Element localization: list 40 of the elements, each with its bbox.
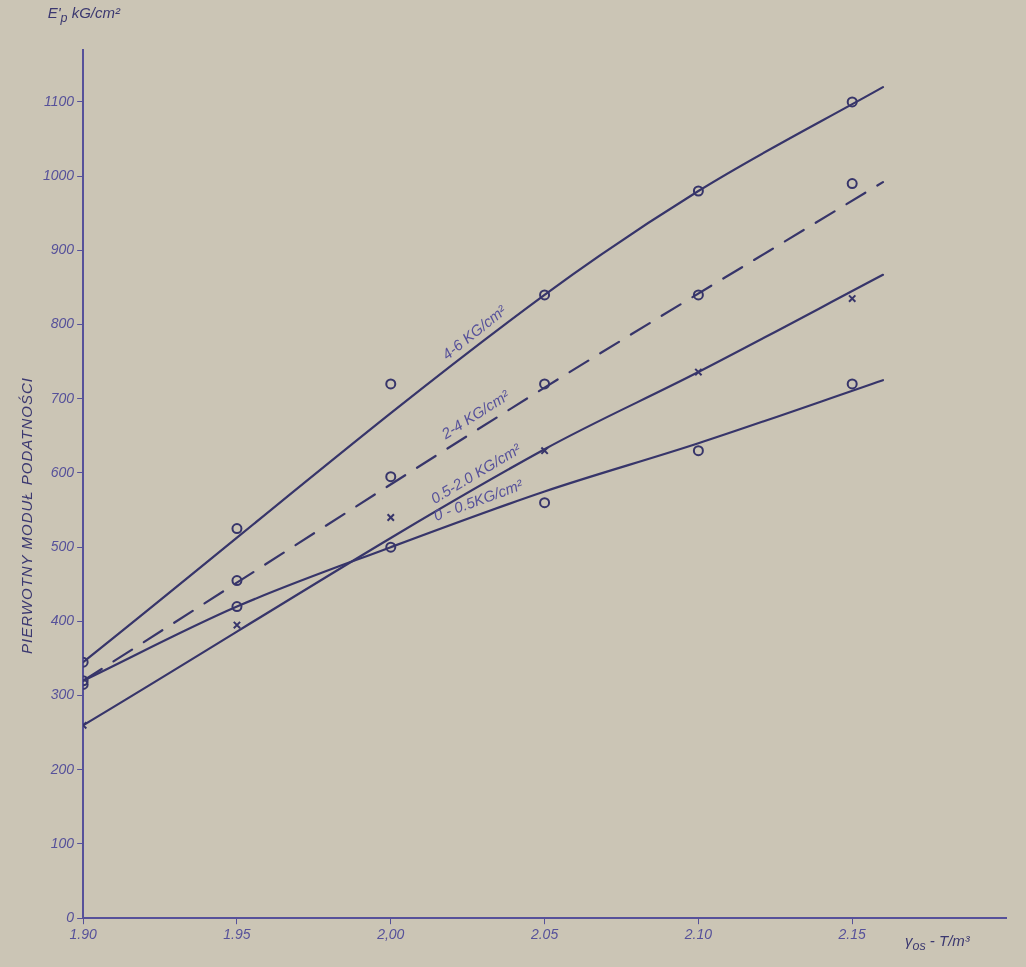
- point: [386, 513, 395, 522]
- point: [846, 96, 858, 108]
- x-tick-label: 2.15: [837, 926, 867, 943]
- y-tick-label: 800: [50, 315, 75, 332]
- y-tick-label: 1000: [42, 167, 75, 184]
- y-tick-label: 1100: [44, 92, 75, 109]
- y-tick-label: 400: [50, 612, 75, 629]
- point: [539, 497, 551, 509]
- y-tick-label: 100: [50, 834, 75, 851]
- y-tick-label: 500: [50, 538, 75, 555]
- point: [385, 541, 397, 553]
- point: [385, 471, 397, 483]
- point: [692, 185, 704, 197]
- y-tick-label: 0: [66, 909, 75, 926]
- point: [231, 523, 243, 535]
- y-tick-label: 900: [50, 241, 75, 258]
- y-tick-label: 600: [50, 463, 75, 480]
- point: [846, 178, 858, 190]
- y-tick-label: 300: [50, 686, 75, 703]
- point: [846, 378, 858, 390]
- point: [385, 378, 397, 390]
- point: [692, 289, 704, 301]
- x-axis-title: γ$_{os}$ - T/m³: [905, 932, 970, 953]
- text: E'$_{p}$ kG/cm²: [46, 4, 120, 27]
- point: [232, 620, 242, 630]
- x-tick-label: 1.95: [223, 926, 251, 943]
- y-tick-label: 200: [49, 760, 75, 777]
- point: [231, 575, 243, 587]
- x-tick-label: 2,00: [376, 926, 405, 943]
- x-tick-label: 2.05: [529, 926, 559, 943]
- y-axis-title: PIERWOTNY MODUŁ PODATNOŚCI: [17, 376, 35, 654]
- x-tick-label: 1.90: [69, 926, 97, 943]
- x-tick-label: 2.10: [683, 926, 713, 943]
- point: [540, 446, 549, 455]
- point: [539, 378, 551, 390]
- y-tick-label: 700: [50, 389, 75, 406]
- point: [231, 601, 243, 613]
- point: [848, 294, 857, 303]
- point: [692, 445, 704, 457]
- point: [539, 289, 551, 301]
